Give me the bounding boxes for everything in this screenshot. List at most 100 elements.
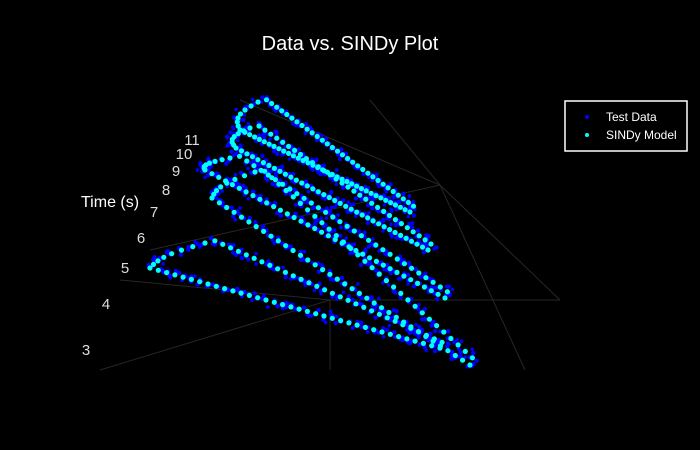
model-point [412,303,418,309]
model-point [172,272,178,278]
data-point [433,328,438,334]
data-point [446,341,450,345]
model-point [296,306,302,312]
data-point [346,294,351,299]
data-point [260,153,265,158]
model-point [348,245,354,251]
model-point [392,217,398,223]
model-point [383,278,389,284]
data-point [359,295,364,301]
model-point [275,266,281,272]
model-point [425,247,431,253]
model-point [455,342,461,348]
model-point [244,151,250,157]
data-point [350,326,355,331]
model-point [298,218,304,224]
model-point [387,251,393,257]
model-point [386,309,392,316]
model-point [231,209,237,215]
chart-title: Data vs. SINDy Plot [262,33,439,55]
data-point [250,189,255,194]
data-point [450,287,455,292]
data-point [260,95,265,100]
grid-line [439,184,561,301]
model-point [398,232,404,238]
model-point [319,220,325,226]
data-point [260,296,265,301]
model-point [396,334,402,340]
data-point [256,162,262,168]
data-point [406,272,411,278]
model-point [339,176,345,182]
data-point [362,230,367,235]
model-point [209,171,215,177]
model-point [305,222,311,228]
model-point [351,228,357,234]
data-point [310,206,315,211]
model-point [353,247,359,254]
data-point [252,291,257,296]
model-point [391,284,397,290]
data-point [225,144,229,148]
data-point [333,205,337,209]
data-point [249,170,254,175]
data-point [390,235,394,239]
model-point [329,315,335,321]
data-point [427,276,432,282]
model-point [371,300,377,306]
model-point [294,119,300,125]
data-point [411,213,417,218]
data-point [446,329,451,334]
model-point [306,280,312,286]
data-point [470,347,475,352]
model-point [334,276,340,282]
data-point [323,136,329,141]
data-point [276,166,281,170]
data-point [203,175,207,179]
model-point [291,214,297,221]
model-point [375,177,381,184]
z-axis-title: Time (s) [81,194,139,211]
model-point [398,290,404,296]
data-point [306,189,311,194]
model-point [333,233,339,239]
model-point [263,97,270,103]
model-point [314,283,320,289]
model-point [298,276,304,282]
model-point [342,281,348,287]
data-point [365,330,370,334]
model-point [353,301,359,307]
data-point [231,126,236,131]
model-point [271,299,277,305]
model-point [373,242,379,248]
model-point [310,186,316,192]
model-point [290,247,296,254]
legend-label-test-data: Test Data [606,110,657,124]
model-point [305,160,311,166]
data-point [283,305,289,310]
model-point [407,209,413,215]
model-point [370,218,376,224]
data-point [221,200,225,205]
data-point [393,290,398,295]
model-point [365,170,371,176]
data-point [463,355,468,359]
model-point [288,174,294,180]
model-point [383,197,389,203]
model-point [276,146,282,152]
data-point [400,337,405,343]
model-point [252,169,258,175]
model-point [289,115,295,121]
model-point [363,188,369,194]
data-point [250,298,254,303]
model-point [379,329,385,335]
data-point [333,320,338,326]
model-point [395,192,401,198]
model-point [243,252,249,258]
model-point [346,320,352,326]
data-point [377,296,381,301]
data-point [228,130,233,135]
data-point [376,331,381,335]
data-point [341,290,346,295]
model-point [322,287,328,293]
